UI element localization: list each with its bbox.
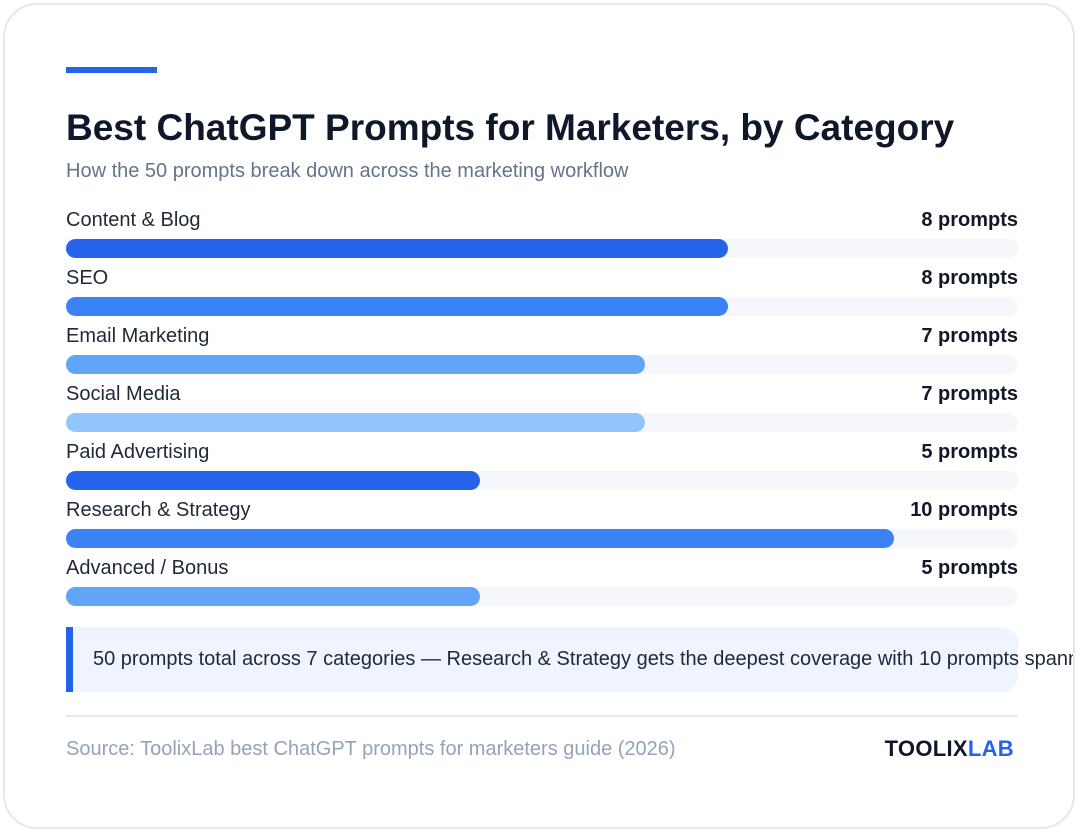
accent-bar	[66, 67, 157, 73]
bar-label: Social Media	[66, 383, 181, 405]
bar-chart: Content & Blog 8 prompts SEO 8 prompts Email…	[66, 209, 1018, 615]
bar	[66, 529, 894, 548]
chart-title: Best ChatGPT Prompts for Marketers, by C…	[66, 107, 955, 148]
bar-track	[66, 297, 1018, 316]
bar-label: Email Marketing	[66, 325, 210, 347]
bar-value-label: 10 prompts	[910, 499, 1018, 521]
bar	[66, 413, 645, 432]
brand-logo-part1: TOOLIX	[884, 736, 968, 761]
bar	[66, 239, 728, 258]
bar-track	[66, 413, 1018, 432]
brand-logo: TOOLIXLAB	[885, 736, 1014, 762]
chart-card: Best ChatGPT Prompts for Marketers, by C…	[3, 3, 1075, 829]
bar-row: Content & Blog 8 prompts	[66, 209, 1018, 267]
bar-value-label: 8 prompts	[921, 267, 1018, 289]
brand-logo-part2: LAB	[967, 736, 1014, 761]
bar-row: Paid Advertising 5 prompts	[66, 441, 1018, 499]
chart-subtitle: How the 50 prompts break down across the…	[66, 160, 629, 182]
bar	[66, 471, 480, 490]
bar-row: SEO 8 prompts	[66, 267, 1018, 325]
callout-text: 50 prompts total across 7 categories — R…	[93, 648, 1075, 670]
bar-row: Research & Strategy 10 prompts	[66, 499, 1018, 557]
bar-label: Content & Blog	[66, 209, 201, 231]
bar-row: Social Media 7 prompts	[66, 383, 1018, 441]
bar-track	[66, 355, 1018, 374]
bar	[66, 297, 728, 316]
source-note: Source: ToolixLab best ChatGPT prompts f…	[66, 738, 676, 760]
bar-track	[66, 239, 1018, 258]
bar-track	[66, 471, 1018, 490]
bar-label: Research & Strategy	[66, 499, 251, 521]
bar-label: Advanced / Bonus	[66, 557, 229, 579]
bar-track	[66, 587, 1018, 606]
bar-row: Email Marketing 7 prompts	[66, 325, 1018, 383]
bar-value-label: 7 prompts	[921, 325, 1018, 347]
bar	[66, 587, 480, 606]
summary-callout: 50 prompts total across 7 categories — R…	[66, 627, 1073, 692]
bar-track	[66, 529, 1018, 548]
bar-value-label: 7 prompts	[921, 383, 1018, 405]
bar-row: Advanced / Bonus 5 prompts	[66, 557, 1018, 615]
footer-divider	[66, 715, 1018, 717]
bar	[66, 355, 645, 374]
bar-label: Paid Advertising	[66, 441, 210, 463]
bar-value-label: 8 prompts	[921, 209, 1018, 231]
bar-value-label: 5 prompts	[921, 557, 1018, 579]
bar-value-label: 5 prompts	[921, 441, 1018, 463]
bar-label: SEO	[66, 267, 109, 289]
